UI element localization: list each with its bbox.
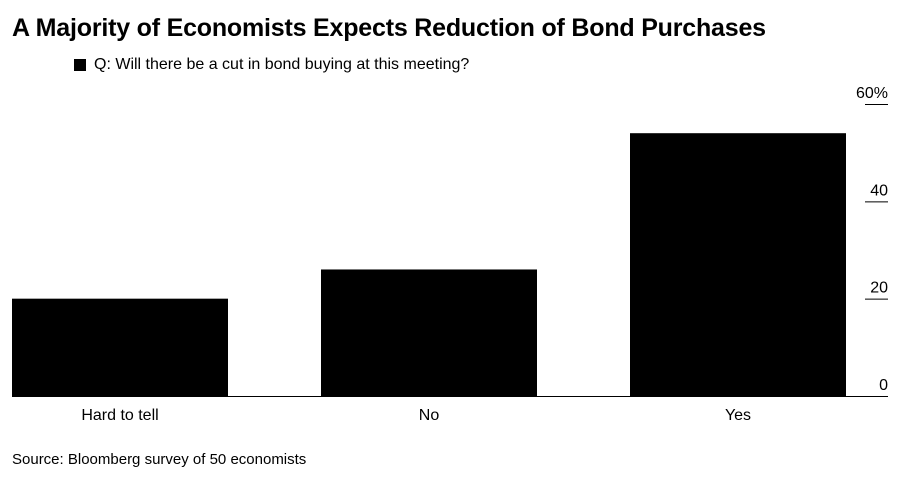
bar-yes [630,133,846,396]
y-tick-label: 40 [870,182,888,199]
bar-chart: Hard to tell No Yes 0 20 40 60% [12,85,888,424]
legend-label: Q: Will there be a cut in bond buying at… [94,56,470,73]
legend: Q: Will there be a cut in bond buying at… [74,56,469,74]
x-tick-label: Yes [725,407,751,424]
bar-hard-to-tell [12,298,228,396]
y-tick-label: 20 [870,280,888,297]
bar-no [321,269,537,396]
y-tick-label: 0 [879,377,888,394]
source-note: Source: Bloomberg survey of 50 economist… [12,451,307,468]
y-tick-label: 60% [856,85,888,102]
chart-title: A Majority of Economists Expects Reducti… [12,14,766,42]
x-tick-label: Hard to tell [81,407,158,424]
legend-swatch [74,59,86,71]
x-tick-label: No [419,407,440,424]
